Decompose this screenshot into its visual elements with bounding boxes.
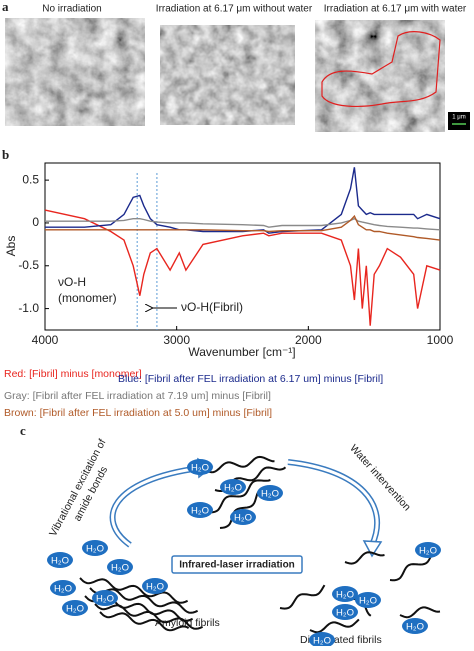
panel-label: c — [20, 423, 26, 438]
water-label: H₂O — [66, 604, 84, 615]
legend-entry: Brown: [Fibril after FEL irradiation at … — [4, 407, 272, 419]
image-title: No irradiation — [42, 4, 101, 15]
panel-label: a — [2, 0, 9, 14]
water-molecule — [257, 485, 283, 501]
water-label: H₂O — [359, 596, 377, 607]
fibril — [204, 455, 275, 474]
center-label: Infrared-laser irradiation — [179, 560, 295, 571]
water-label: H₂O — [191, 506, 209, 517]
water-label: H₂O — [419, 546, 437, 557]
water-label: H₂O — [336, 590, 354, 601]
annotation: νO-H — [58, 275, 86, 289]
water-molecule — [230, 509, 256, 525]
water-label: H₂O — [191, 463, 209, 474]
water-molecule — [82, 540, 108, 556]
sem-image — [160, 25, 295, 125]
fibril — [89, 587, 199, 614]
fibril — [219, 487, 266, 529]
water-label: H₂O — [51, 556, 69, 567]
water-molecule — [332, 586, 358, 602]
fibril — [344, 551, 385, 565]
series-line — [44, 209, 441, 326]
fibril — [94, 603, 204, 630]
water-molecule — [107, 559, 133, 575]
series-line — [45, 167, 441, 234]
water-molecule — [62, 600, 88, 616]
water-molecule — [92, 590, 118, 606]
x-tick-label: 1000 — [427, 333, 454, 347]
fibril — [207, 479, 271, 514]
water-label: H₂O — [234, 513, 252, 524]
arrow — [287, 459, 380, 547]
water-molecule — [332, 604, 358, 620]
x-tick-label: 4000 — [32, 333, 59, 347]
water-label: H₂O — [406, 622, 424, 633]
water-label: H₂O — [336, 608, 354, 619]
series-line — [45, 214, 441, 241]
water-label: H₂O — [313, 636, 331, 646]
panel-label: b — [2, 147, 9, 162]
scale-bar-label: 1 μm — [452, 115, 465, 121]
arrow — [111, 466, 201, 547]
y-tick-label: -0.5 — [18, 258, 39, 272]
legend-entry: Red: [Fibril] minus [monomer] — [4, 368, 142, 380]
fibril — [399, 606, 441, 619]
arrow-head — [362, 540, 383, 558]
y-tick-label: -1.0 — [18, 301, 39, 315]
water-molecule — [402, 618, 428, 634]
x-axis-label: Wavenumber [cm⁻¹] — [188, 345, 295, 359]
fibril — [389, 552, 434, 582]
water-molecule — [187, 459, 213, 475]
water-molecule — [142, 578, 168, 594]
water-molecule — [187, 502, 213, 518]
water-label: H₂O — [96, 594, 114, 605]
arrow-label: Water intervention — [347, 442, 413, 513]
fibril — [99, 611, 190, 632]
sem-image — [315, 20, 445, 132]
series-line — [45, 217, 441, 231]
image-title: Irradiation at 6.17 μm without water — [156, 4, 313, 15]
water-label: H₂O — [111, 563, 129, 574]
center-box — [171, 555, 303, 574]
water-molecule — [309, 632, 335, 648]
chart: 0.5 0 -0.5 -1.0 4000 3000 2000 1000 — [18, 162, 454, 347]
water-label: H₂O — [146, 582, 164, 593]
x-tick-label: 3000 — [163, 333, 190, 347]
water-molecule — [415, 542, 441, 558]
y-axis-label: Abs — [4, 236, 18, 257]
water-molecule — [220, 479, 246, 495]
annotation: νO-H(Fibril) — [181, 300, 243, 314]
diagram: H₂O H₂O H₂O H₂O H₂O H₂O H₂O H₂O H₂O H₂O H₂O H₂O H₂O H… — [47, 455, 441, 648]
fibril — [79, 577, 189, 604]
image-title: Irradiation at 6.17 μm with water — [324, 4, 467, 15]
region-outline — [321, 31, 441, 107]
water-molecule — [47, 552, 73, 568]
arrow — [287, 460, 379, 546]
x-tick-label: 2000 — [295, 333, 322, 347]
y-tick-label: 0 — [32, 215, 39, 229]
water-label: H₂O — [54, 584, 72, 595]
arrow — [109, 465, 201, 548]
water-label: H₂O — [86, 544, 104, 555]
water-label: H₂O — [261, 489, 279, 500]
fibril — [279, 584, 326, 610]
legend-entry: Gray: [Fibril after FEL irradiation at 7… — [4, 390, 271, 402]
sem-image — [5, 18, 145, 126]
water-label: H₂O — [224, 483, 242, 494]
water-molecule — [355, 592, 381, 608]
plot-frame — [44, 162, 441, 331]
scale-bar-box — [448, 112, 470, 130]
legend-entry: Blue: [Fibril after FEL irradiation at 6… — [118, 373, 383, 385]
annotation: (monomer) — [58, 291, 117, 305]
fibril — [309, 618, 360, 634]
water-molecule — [50, 580, 76, 596]
y-tick-label: 0.5 — [22, 172, 39, 186]
